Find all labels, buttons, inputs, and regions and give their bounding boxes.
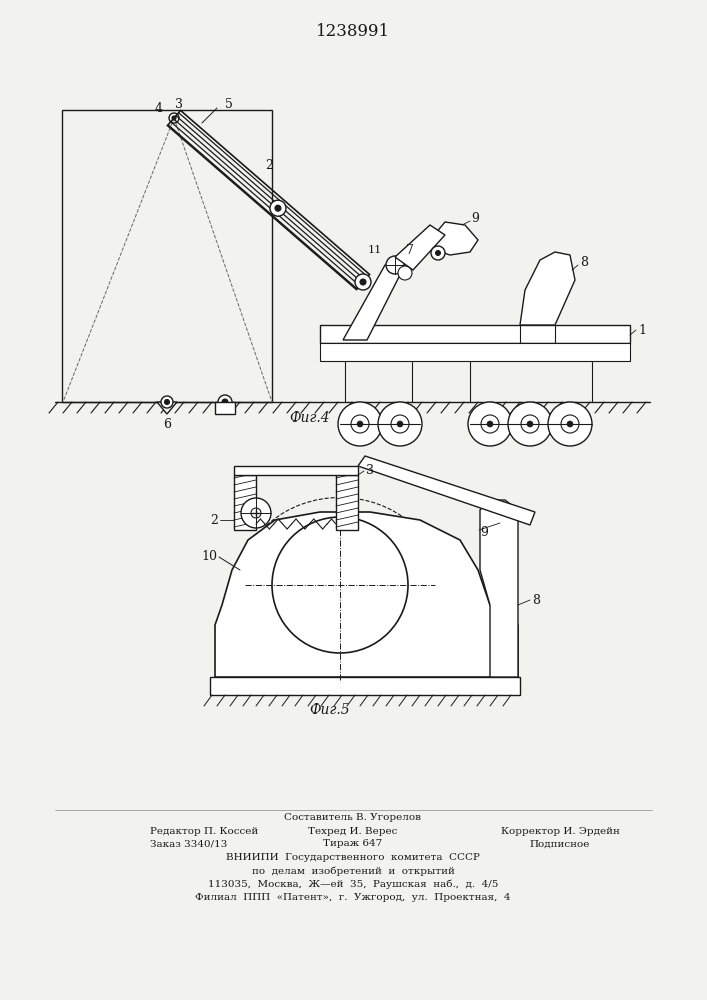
Circle shape <box>481 415 499 433</box>
Circle shape <box>270 200 286 216</box>
Bar <box>336 475 358 530</box>
Circle shape <box>391 415 409 433</box>
Circle shape <box>436 250 440 255</box>
Text: Подписное: Подписное <box>530 840 590 848</box>
Text: 1: 1 <box>638 324 646 336</box>
Bar <box>234 475 256 530</box>
Circle shape <box>222 399 228 405</box>
Text: Техред И. Верес: Техред И. Верес <box>308 826 397 836</box>
Circle shape <box>172 116 176 120</box>
Bar <box>320 325 630 343</box>
Bar <box>320 343 630 361</box>
Bar <box>210 677 520 695</box>
Text: Фиг.5: Фиг.5 <box>310 703 350 717</box>
Polygon shape <box>215 512 518 677</box>
Circle shape <box>351 415 369 433</box>
Circle shape <box>218 395 232 409</box>
Text: 3: 3 <box>366 464 374 478</box>
Text: по  делам  изобретений  и  открытий: по делам изобретений и открытий <box>252 866 455 876</box>
Text: 2: 2 <box>210 514 218 526</box>
Text: Фиг.4: Фиг.4 <box>290 411 330 425</box>
Circle shape <box>398 266 412 280</box>
Circle shape <box>397 421 403 427</box>
Circle shape <box>378 402 422 446</box>
Text: 11: 11 <box>368 245 382 255</box>
Circle shape <box>468 402 512 446</box>
Text: Заказ 3340/13: Заказ 3340/13 <box>150 840 228 848</box>
Circle shape <box>548 402 592 446</box>
Text: 7: 7 <box>406 243 414 256</box>
Circle shape <box>508 402 552 446</box>
Polygon shape <box>157 402 177 414</box>
Circle shape <box>360 279 366 285</box>
Text: 9: 9 <box>471 212 479 225</box>
Text: 8: 8 <box>580 255 588 268</box>
Text: 1238991: 1238991 <box>316 23 390 40</box>
Bar <box>234 466 358 475</box>
Polygon shape <box>520 252 575 325</box>
Circle shape <box>272 517 408 653</box>
Circle shape <box>487 421 493 427</box>
Circle shape <box>161 396 173 408</box>
Text: Филиал  ППП  «Патент»,  г.  Ужгород,  ул.  Проектная,  4: Филиал ППП «Патент», г. Ужгород, ул. Про… <box>195 892 510 902</box>
Polygon shape <box>358 456 535 525</box>
Text: ВНИИПИ  Государственного  комитета  СССР: ВНИИПИ Государственного комитета СССР <box>226 854 480 862</box>
Text: Составитель В. Угорелов: Составитель В. Угорелов <box>284 812 421 822</box>
Circle shape <box>527 421 533 427</box>
Text: 5: 5 <box>225 99 233 111</box>
Circle shape <box>561 415 579 433</box>
Bar <box>62 110 272 402</box>
Circle shape <box>567 421 573 427</box>
Polygon shape <box>343 265 405 340</box>
Circle shape <box>241 498 271 528</box>
Text: 10: 10 <box>201 550 217 564</box>
Bar <box>215 402 235 414</box>
Text: 9: 9 <box>480 526 488 538</box>
Text: 2: 2 <box>266 159 274 172</box>
Circle shape <box>521 415 539 433</box>
Circle shape <box>355 274 371 290</box>
Circle shape <box>338 402 382 446</box>
Text: Тираж 647: Тираж 647 <box>323 840 382 848</box>
Text: 113035,  Москва,  Ж—ей  35,  Раушская  наб.,  д.  4/5: 113035, Москва, Ж—ей 35, Раушская наб., … <box>208 879 498 889</box>
Polygon shape <box>480 500 518 677</box>
Circle shape <box>386 256 404 274</box>
Text: 6: 6 <box>163 418 171 430</box>
Text: Корректор И. Эрдейн: Корректор И. Эрдейн <box>501 826 619 836</box>
Circle shape <box>251 508 261 518</box>
Polygon shape <box>395 225 445 270</box>
Text: 4: 4 <box>155 102 163 114</box>
Circle shape <box>431 246 445 260</box>
Polygon shape <box>430 222 478 255</box>
Text: Редактор П. Коссей: Редактор П. Коссей <box>150 826 258 836</box>
Circle shape <box>357 421 363 427</box>
Circle shape <box>169 113 179 123</box>
Text: 3: 3 <box>175 99 183 111</box>
Text: 8: 8 <box>532 593 540 606</box>
Circle shape <box>165 399 170 404</box>
Circle shape <box>275 205 281 211</box>
